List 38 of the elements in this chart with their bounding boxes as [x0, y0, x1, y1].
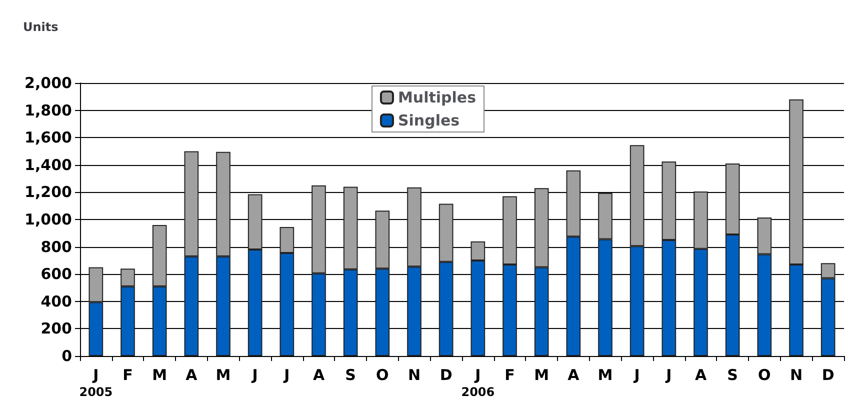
- y-tick-label: 1,800: [24, 101, 72, 120]
- y-axis-title: Units: [23, 20, 58, 34]
- x-tick-label: D: [440, 366, 452, 384]
- y-tick-label: 1,200: [24, 183, 72, 202]
- y-tick-label: 400: [40, 292, 72, 310]
- x-tick-label: J 2006: [461, 366, 495, 399]
- x-tick-label: S: [727, 366, 738, 384]
- x-tick-label: N: [408, 366, 421, 384]
- x-tick-label: J: [633, 366, 640, 384]
- x-tick-label: J: [251, 366, 258, 384]
- x-tick-label: F: [122, 366, 133, 384]
- legend-label: Singles: [398, 112, 460, 130]
- x-tick-label: A: [312, 366, 325, 384]
- x-tick-label: N: [790, 366, 803, 384]
- y-tick-label: 1,400: [24, 156, 72, 174]
- x-tick-label: M: [216, 366, 231, 384]
- y-tick-label: 800: [40, 238, 72, 256]
- x-tick-label: M: [534, 366, 550, 384]
- x-tick-label: F: [504, 366, 515, 384]
- x-tick-label: A: [186, 366, 198, 384]
- legend-label: Multiples: [398, 88, 476, 106]
- x-tick-label: D: [822, 366, 834, 384]
- y-tick-label: 0: [62, 347, 72, 365]
- x-tick-label: O: [376, 366, 389, 384]
- x-tick-label: O: [758, 366, 771, 384]
- x-tick-label: J: [665, 366, 672, 384]
- x-tick-label: J 2005: [79, 366, 113, 399]
- y-tick-label: 1,600: [24, 128, 72, 147]
- y-tick-label: 1,000: [24, 210, 72, 228]
- x-tick-label: M: [598, 366, 613, 384]
- x-tick-label: J: [283, 366, 290, 384]
- y-tick-label: 600: [40, 265, 72, 284]
- x-tick-label: M: [152, 366, 168, 384]
- x-tick-label: A: [694, 366, 707, 384]
- y-tick-label: 200: [40, 320, 72, 338]
- x-tick-label: A: [568, 366, 580, 384]
- y-tick-label: 2,000: [24, 74, 72, 92]
- x-tick-label: S: [345, 366, 356, 384]
